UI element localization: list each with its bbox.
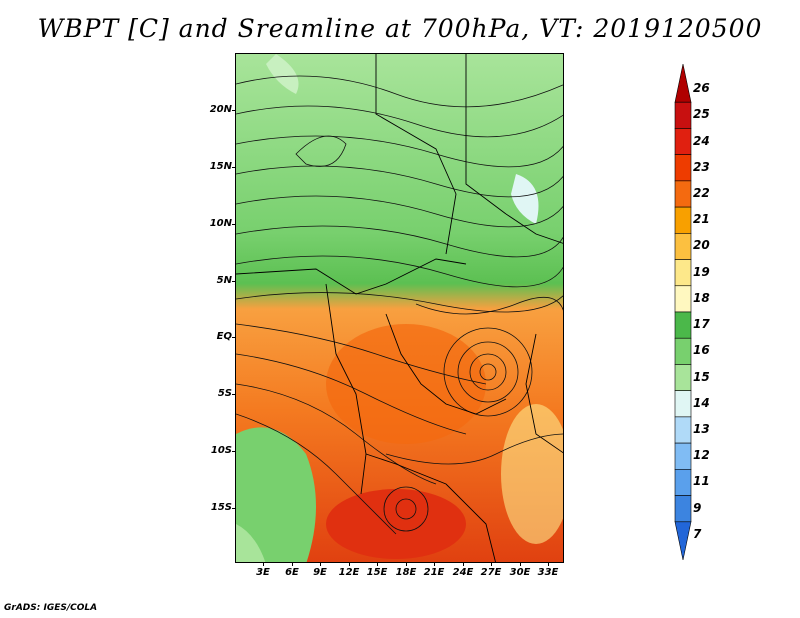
- lat-label-15s: 15S: [210, 502, 232, 513]
- central-warm-area: [326, 324, 486, 444]
- credit-text: GrADS: IGES/COLA: [4, 603, 98, 613]
- colorbar-label: 9: [693, 500, 702, 515]
- lat-tick: [232, 281, 236, 282]
- lon-label-9e: 9E: [313, 567, 327, 578]
- lat-label-20n: 20N: [209, 104, 232, 115]
- lat-label-10s: 10S: [210, 445, 232, 456]
- colorbar-label: 16: [693, 343, 710, 358]
- lat-label-5s: 5S: [217, 388, 232, 399]
- colorbar-label: 20: [693, 238, 710, 253]
- lon-tick: [491, 562, 492, 566]
- lon-label-21e: 21E: [423, 567, 445, 578]
- colorbar-segment: [674, 337, 692, 365]
- country-borders: [236, 54, 563, 562]
- lon-label-27e: 27E: [480, 567, 502, 578]
- colorbar-segment: [674, 259, 692, 287]
- colorbar-label: 11: [693, 474, 710, 489]
- lat-label-5n: 5N: [216, 275, 232, 286]
- colorbar-segment: [674, 128, 692, 155]
- lat-label-15n: 15N: [209, 161, 232, 172]
- colorbar-segment: [674, 364, 692, 391]
- colorbar-segment: [674, 416, 692, 444]
- lon-tick: [349, 562, 350, 566]
- colorbar-segment: [674, 521, 692, 561]
- lat-label-10n: 10N: [209, 218, 232, 229]
- northeast-light-patch: [511, 174, 539, 224]
- map-field: [236, 54, 563, 562]
- colorbar-segment: [674, 101, 692, 129]
- colorbar-segment: [674, 390, 692, 418]
- map-title: WBPT [C] and Sreamline at 700hPa, VT: 20…: [37, 14, 763, 43]
- lon-tick: [463, 562, 464, 566]
- colorbar-label: 22: [693, 186, 710, 200]
- colorbar-segment: [674, 233, 692, 260]
- streamlines: [236, 75, 563, 535]
- colorbar-label: 15: [693, 369, 710, 384]
- south-hot-area: [326, 489, 466, 559]
- colorbar-segment: [674, 285, 692, 313]
- colorbar-segment: [674, 442, 692, 470]
- lon-tick: [377, 562, 378, 566]
- colorbar-label: 17: [693, 317, 710, 332]
- colorbar-label: 25: [693, 107, 710, 122]
- lon-label-12e: 12E: [338, 567, 360, 578]
- colorbar-label: 24: [693, 133, 710, 148]
- lon-tick: [434, 562, 435, 566]
- lat-tick: [232, 337, 236, 338]
- lon-label-3e: 3E: [256, 567, 270, 578]
- east-mild-area: [501, 404, 563, 544]
- colorbar: [674, 63, 692, 561]
- lon-tick: [320, 562, 321, 566]
- lon-tick: [292, 562, 293, 566]
- colorbar-segment: [674, 63, 692, 103]
- lat-tick: [232, 224, 236, 225]
- colorbar-label: 19: [693, 264, 710, 279]
- colorbar-label: 21: [693, 212, 710, 227]
- colorbar-segment: [674, 495, 692, 523]
- colorbar-segment: [674, 206, 692, 234]
- lon-label-33e: 33E: [537, 567, 559, 578]
- lat-label-eq: EQ: [216, 331, 232, 342]
- north-light-patch: [266, 54, 299, 94]
- colorbar-segment: [674, 311, 692, 339]
- lon-label-30e: 30E: [509, 567, 531, 578]
- southwest-cool-area: [236, 427, 316, 562]
- lon-label-6e: 6E: [285, 567, 299, 578]
- lat-tick: [232, 110, 236, 111]
- colorbar-label: 18: [693, 290, 710, 305]
- lat-tick: [232, 167, 236, 168]
- colorbar-label: 14: [693, 395, 710, 410]
- lat-tick: [232, 451, 236, 452]
- lon-tick: [548, 562, 549, 566]
- lat-tick: [232, 508, 236, 509]
- colorbar-label: 13: [693, 422, 710, 436]
- colorbar-segment: [674, 180, 692, 208]
- southwest-coast-area: [236, 524, 266, 562]
- colorbar-label: 23: [693, 159, 710, 174]
- lon-label-24e: 24E: [452, 567, 474, 578]
- lon-tick: [520, 562, 521, 566]
- lat-tick: [232, 394, 236, 395]
- colorbar-label: 12: [693, 448, 710, 463]
- lon-tick: [406, 562, 407, 566]
- lon-label-18e: 18E: [395, 567, 417, 578]
- colorbar-segment: [674, 469, 692, 496]
- colorbar-label: 7: [693, 526, 702, 541]
- lon-tick: [263, 562, 264, 566]
- colorbar-segment: [674, 154, 692, 182]
- colorbar-label: 26: [693, 81, 710, 96]
- lon-label-15e: 15E: [366, 567, 388, 578]
- weather-map: [235, 53, 564, 563]
